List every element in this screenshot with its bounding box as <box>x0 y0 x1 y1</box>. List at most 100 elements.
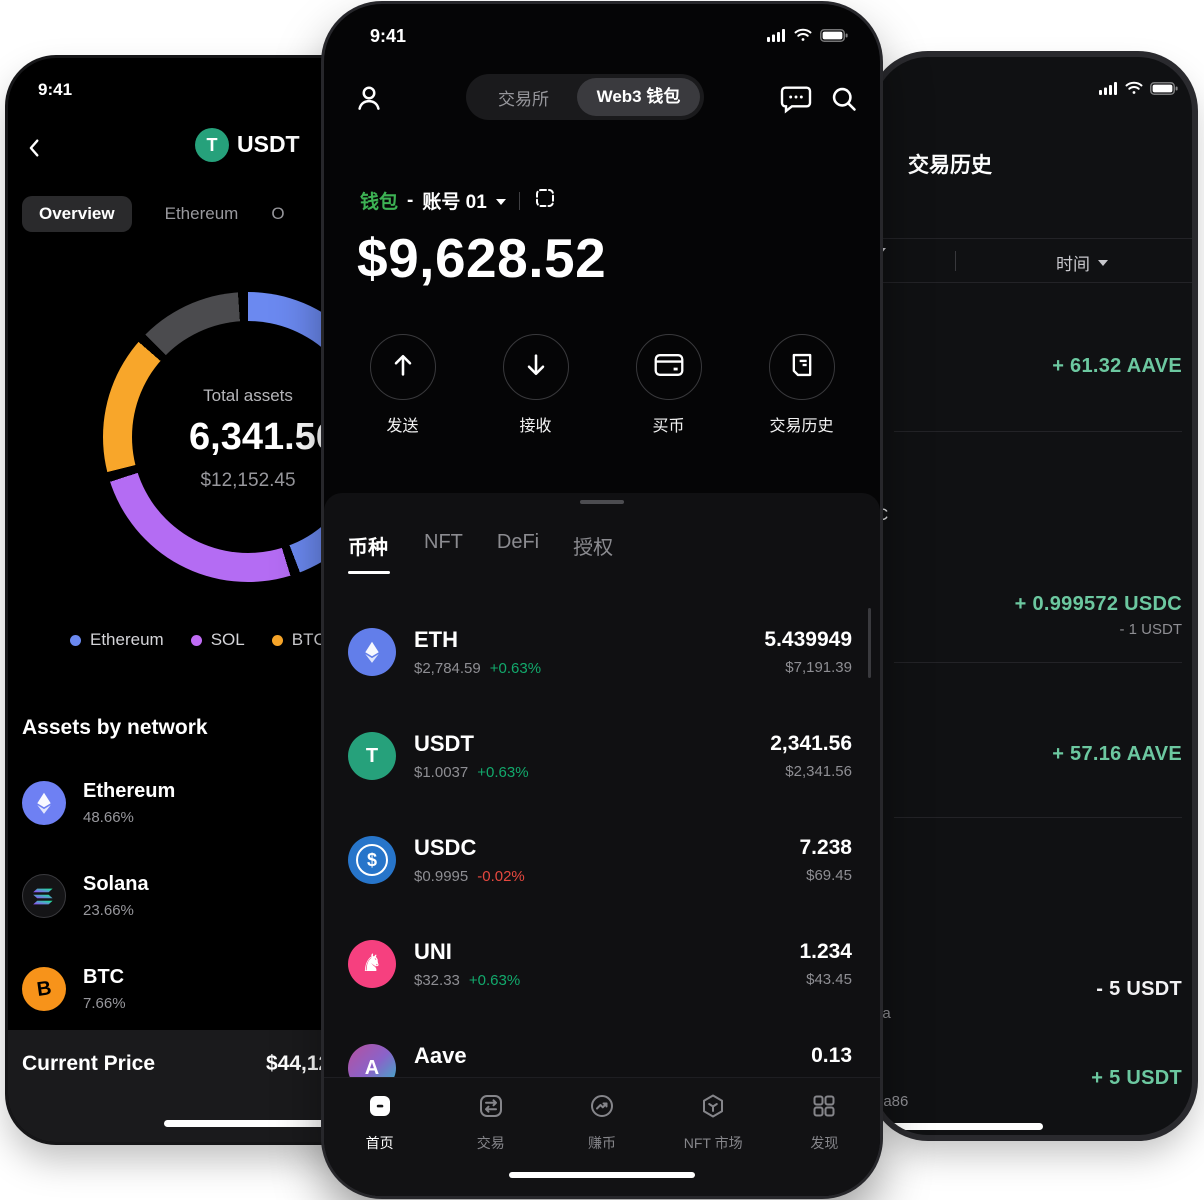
send-button[interactable]: 发送 <box>336 334 469 436</box>
tab-truncated[interactable]: O <box>271 204 285 223</box>
account-selector[interactable]: 钱包 - 账号 01 <box>360 186 557 215</box>
token-price: $32.33 <box>414 972 460 989</box>
tab-nft[interactable]: NFT <box>424 531 463 553</box>
transaction-amount[interactable]: + 57.16 AAVE <box>1052 743 1182 765</box>
btc-network-icon: B <box>22 967 66 1011</box>
history-button[interactable]: 交易历史 <box>735 334 868 436</box>
token-price: $2,784.59 <box>414 660 481 677</box>
history-label: 交易历史 <box>769 418 834 435</box>
nav-earn[interactable]: 赚币 <box>546 1093 657 1196</box>
status-icons <box>767 28 848 47</box>
sheet-tabs: 币种 NFT DeFi 授权 <box>348 531 613 574</box>
swap-icon <box>478 1093 504 1124</box>
token-row-uni[interactable]: ♞ UNI $32.33 +0.63% 1.234 $43.45 <box>348 912 852 1016</box>
scrollbar[interactable] <box>868 608 871 678</box>
chat-bubble-icon <box>780 86 812 118</box>
btc-glyph: B <box>35 976 53 1001</box>
nav-label: NFT 市场 <box>683 1135 743 1151</box>
divider <box>518 191 520 210</box>
tab-defi[interactable]: DeFi <box>496 531 540 553</box>
home-indicator <box>509 1172 695 1178</box>
document-icon <box>788 351 816 384</box>
grid-icon <box>811 1093 837 1124</box>
legend-label: BTC <box>291 630 326 649</box>
caret-down-icon <box>495 198 506 205</box>
card-icon <box>654 351 684 384</box>
list-divider <box>894 431 1182 432</box>
tab-ethereum[interactable]: Ethereum <box>164 204 239 223</box>
donut-total-amount: 6,341.56 <box>189 416 337 458</box>
caret-down-icon <box>1098 259 1108 266</box>
nav-trade[interactable]: 交易 <box>435 1093 546 1196</box>
signal-icon <box>1099 81 1118 100</box>
usdc-icon: $ <box>348 836 396 884</box>
usdt-token-icon: T <box>195 128 229 162</box>
usdt-glyph: T <box>365 744 379 767</box>
person-icon <box>354 86 384 118</box>
tab-web3-wallet[interactable]: Web3 钱包 <box>576 78 700 116</box>
transaction-amount[interactable]: + 0.999572 USDC <box>1014 593 1182 615</box>
tab-approvals[interactable]: 授权 <box>573 537 614 559</box>
time-filter[interactable]: 时间 <box>1056 250 1108 275</box>
nav-discover[interactable]: 发现 <box>769 1093 880 1196</box>
transaction-sub-amount: - 1 USDT <box>1119 621 1182 638</box>
home-indicator <box>877 1123 1043 1130</box>
transaction-amount[interactable]: - 5 USDT <box>1096 978 1182 1000</box>
network-percent: 7.66% <box>83 995 126 1012</box>
battery-icon <box>1150 81 1178 100</box>
network-name: BTC <box>83 966 125 988</box>
list-divider <box>894 662 1182 663</box>
buy-label: 买币 <box>652 418 685 435</box>
network-name: Ethereum <box>83 780 176 802</box>
tab-coins[interactable]: 币种 <box>348 531 390 574</box>
scan-button[interactable] <box>533 186 557 215</box>
tab-overview[interactable]: Overview <box>22 196 132 232</box>
token-amount: 7.238 <box>799 836 852 859</box>
center-phone: 9:41 交易所 Web3 钱包 钱包 - 账号 01 $9,628.52 发送… <box>324 4 880 1196</box>
filter-divider <box>955 251 956 271</box>
token-symbol: ETH <box>414 627 458 652</box>
token-change: +0.63% <box>477 764 529 781</box>
buy-crypto-button[interactable]: 买币 <box>602 334 735 436</box>
donut-total-fiat: $12,152.45 <box>200 470 296 491</box>
solana-network-icon <box>22 874 66 918</box>
token-row-eth[interactable]: ETH $2,784.59 +0.63% 5.439949 $7,191.39 <box>348 600 852 704</box>
usdc-glyph: $ <box>356 844 388 876</box>
status-icons <box>1099 81 1178 100</box>
send-label: 发送 <box>386 418 419 435</box>
nav-nft-market[interactable]: NFT 市场 <box>658 1093 769 1196</box>
list-divider <box>894 817 1182 818</box>
drag-handle[interactable] <box>580 500 624 504</box>
arrow-down-icon <box>522 351 550 384</box>
asset-tabs: Overview Ethereum O <box>22 196 285 232</box>
current-price-label: Current Price <box>22 1052 156 1075</box>
token-amount: 2,341.56 <box>770 732 852 755</box>
back-button[interactable] <box>24 136 46 165</box>
tab-exchange[interactable]: 交易所 <box>497 89 549 109</box>
token-change: +0.63% <box>468 972 521 989</box>
back-chevron-icon <box>24 139 46 164</box>
legend-dot-sol <box>190 634 202 646</box>
legend-dot-ethereum <box>70 634 81 646</box>
nav-home[interactable]: 首页 <box>324 1093 435 1196</box>
token-row-usdt[interactable]: T USDT $1.0037 +0.63% 2,341.56 $2,341.56 <box>348 704 852 808</box>
legend-item-btc: BTC <box>271 630 326 650</box>
separator: - <box>407 189 414 211</box>
receive-button[interactable]: 接收 <box>469 334 602 436</box>
search-button[interactable] <box>830 85 858 118</box>
nav-label: 交易 <box>476 1135 505 1151</box>
home-icon <box>367 1093 393 1124</box>
network-row-ethereum[interactable]: Ethereum 48.66% <box>22 780 175 826</box>
network-name: Solana <box>83 873 149 895</box>
transaction-amount[interactable]: + 61.32 AAVE <box>1052 355 1182 377</box>
profile-button[interactable] <box>354 82 384 119</box>
token-row-usdc[interactable]: $ USDC $0.9995 -0.02% 7.238 $69.45 <box>348 808 852 912</box>
network-row-btc[interactable]: B BTC 7.66% <box>22 966 126 1012</box>
chat-button[interactable] <box>780 84 812 119</box>
usdt-glyph: T <box>206 134 218 155</box>
arrow-up-icon <box>389 351 417 384</box>
network-row-solana[interactable]: Solana 23.66% <box>22 873 149 919</box>
legend-dot-btc <box>271 634 283 646</box>
network-percent: 48.66% <box>83 809 134 826</box>
transaction-amount[interactable]: + 5 USDT <box>1091 1067 1182 1089</box>
